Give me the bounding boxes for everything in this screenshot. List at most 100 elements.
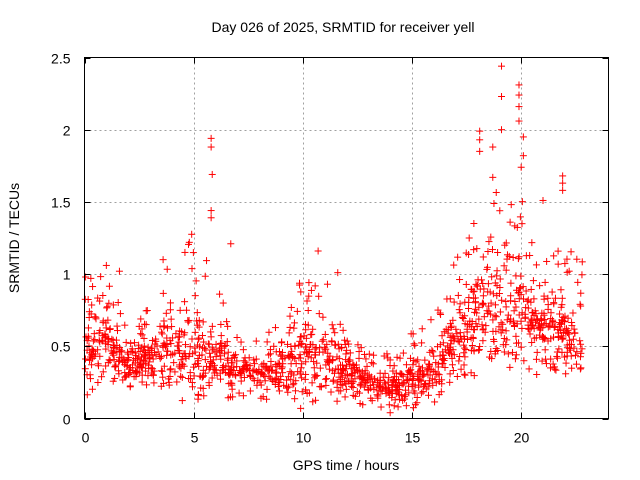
data-point [419, 372, 427, 380]
y-tick-labels: 0 0.5 1 1.5 2 2.5 [51, 51, 71, 428]
data-point [148, 336, 156, 344]
data-point [507, 292, 515, 300]
data-point [228, 354, 236, 362]
data-point [553, 352, 561, 360]
data-point [504, 350, 512, 358]
data-point [417, 389, 425, 397]
data-point [176, 349, 184, 357]
data-point [409, 375, 417, 383]
data-point [278, 339, 286, 347]
data-point [489, 290, 497, 298]
data-point [245, 354, 253, 362]
data-point [287, 303, 295, 311]
data-point [446, 333, 454, 341]
data-point [167, 351, 175, 359]
data-point [482, 322, 490, 330]
data-point [470, 372, 478, 380]
data-point [518, 324, 526, 332]
data-point [171, 368, 179, 376]
data-point [253, 381, 261, 389]
data-point [444, 326, 452, 334]
data-point [224, 348, 232, 356]
data-point [206, 358, 214, 366]
data-point [450, 333, 458, 341]
data-point [486, 310, 494, 318]
data-point [113, 322, 121, 330]
data-point [532, 261, 540, 269]
data-point [207, 359, 215, 367]
data-point [181, 298, 189, 306]
data-point [272, 375, 280, 383]
y-tick-label: 1 [63, 267, 71, 283]
data-point [354, 341, 362, 349]
data-point [159, 289, 167, 297]
data-point [436, 341, 444, 349]
data-point [558, 294, 566, 302]
data-point [267, 362, 275, 370]
data-point [552, 366, 560, 374]
data-point [557, 286, 565, 294]
data-point [446, 320, 454, 328]
data-point [519, 133, 527, 141]
data-point [397, 370, 405, 378]
data-point [478, 321, 486, 329]
data-point [401, 395, 409, 403]
data-point [460, 349, 468, 357]
data-point [262, 363, 270, 371]
data-point [304, 307, 312, 315]
axis-ticks [84, 57, 609, 420]
data-point [573, 348, 581, 356]
data-point [469, 288, 477, 296]
data-point [205, 379, 213, 387]
data-point [373, 384, 381, 392]
data-point [237, 368, 245, 376]
data-point [166, 299, 174, 307]
data-point [102, 261, 110, 269]
data-point [275, 387, 283, 395]
data-point [251, 360, 259, 368]
data-point [185, 238, 193, 246]
data-point [544, 337, 552, 345]
data-point [577, 302, 585, 310]
data-point [374, 376, 382, 384]
data-point [87, 274, 95, 282]
data-point [576, 300, 584, 308]
data-point [510, 307, 518, 315]
x-tick-label: 20 [514, 430, 530, 446]
data-point [233, 357, 241, 365]
data-point [470, 346, 478, 354]
data-point [475, 315, 483, 323]
data-point [217, 332, 225, 340]
data-point [206, 349, 214, 357]
data-point [550, 323, 558, 331]
data-point [84, 324, 92, 332]
data-point [529, 277, 537, 285]
data-point [517, 343, 525, 351]
data-point [530, 295, 538, 303]
data-point [177, 372, 185, 380]
data-point [386, 409, 394, 417]
data-point [495, 290, 503, 298]
data-point [461, 312, 469, 320]
data-point [479, 292, 487, 300]
data-point [390, 362, 398, 370]
data-point [342, 380, 350, 388]
data-point [163, 341, 171, 349]
data-point [550, 333, 558, 341]
data-point [473, 245, 481, 253]
data-point [399, 396, 407, 404]
data-point [449, 366, 457, 374]
data-point [181, 248, 189, 256]
data-point [492, 313, 500, 321]
data-point [111, 374, 119, 382]
data-point [551, 363, 559, 371]
data-point [286, 312, 294, 320]
data-point [578, 258, 586, 266]
data-point [376, 369, 384, 377]
data-point [509, 348, 517, 356]
data-point [473, 282, 481, 290]
data-point [503, 336, 511, 344]
data-point [328, 321, 336, 329]
data-point [529, 322, 537, 330]
data-point [116, 310, 124, 318]
